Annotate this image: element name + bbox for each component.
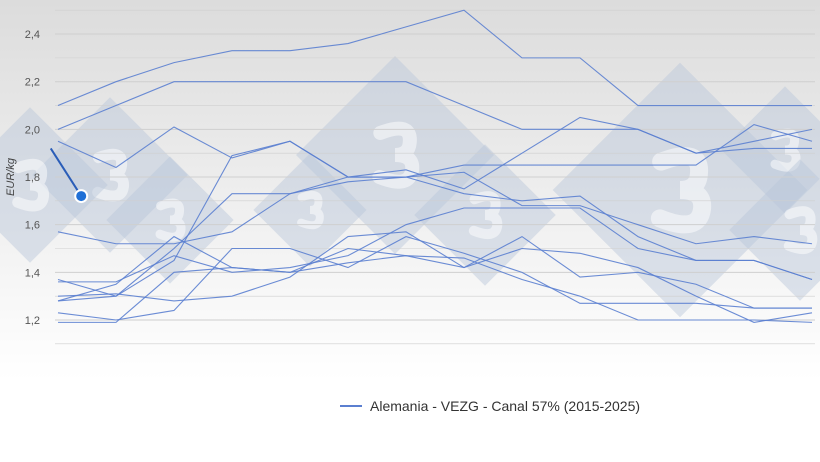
legend-label: Alemania - VEZG - Canal 57% (2015-2025) <box>370 398 641 414</box>
legend-swatch <box>340 405 362 407</box>
series-line-10 <box>57 235 812 309</box>
series-line-5 <box>57 140 813 297</box>
watermark-logo <box>650 147 712 234</box>
y-tick-label: 2,4 <box>25 29 40 41</box>
series-line-6 <box>57 176 813 302</box>
series-line-11 <box>57 231 813 323</box>
watermark-logo <box>297 190 324 230</box>
series-line-3 <box>57 123 813 178</box>
y-tick-label: 1,8 <box>25 172 40 184</box>
y-tick-label: 1,6 <box>25 220 40 232</box>
legend[interactable]: Alemania - VEZG - Canal 57% (2015-2025) <box>340 398 640 414</box>
series-line-1 <box>57 9 812 107</box>
watermark-logo <box>372 121 420 189</box>
watermark-logo <box>12 158 50 212</box>
y-tick-label: 1,4 <box>25 267 40 279</box>
y-tick-label: 2,2 <box>25 77 40 89</box>
series-line-9 <box>58 255 813 323</box>
watermark-logo <box>92 148 130 202</box>
watermark-logo <box>155 198 186 242</box>
series-line-7 <box>58 207 813 283</box>
y-axis-label: EUR/kg <box>5 157 17 196</box>
y-tick-label: 1,2 <box>25 315 40 327</box>
watermark-logo <box>468 191 503 240</box>
y-tick-label: 2,0 <box>25 124 40 136</box>
watermark-logo <box>783 206 818 255</box>
highlight-series-line <box>49 147 83 197</box>
highlight-point <box>74 189 89 204</box>
